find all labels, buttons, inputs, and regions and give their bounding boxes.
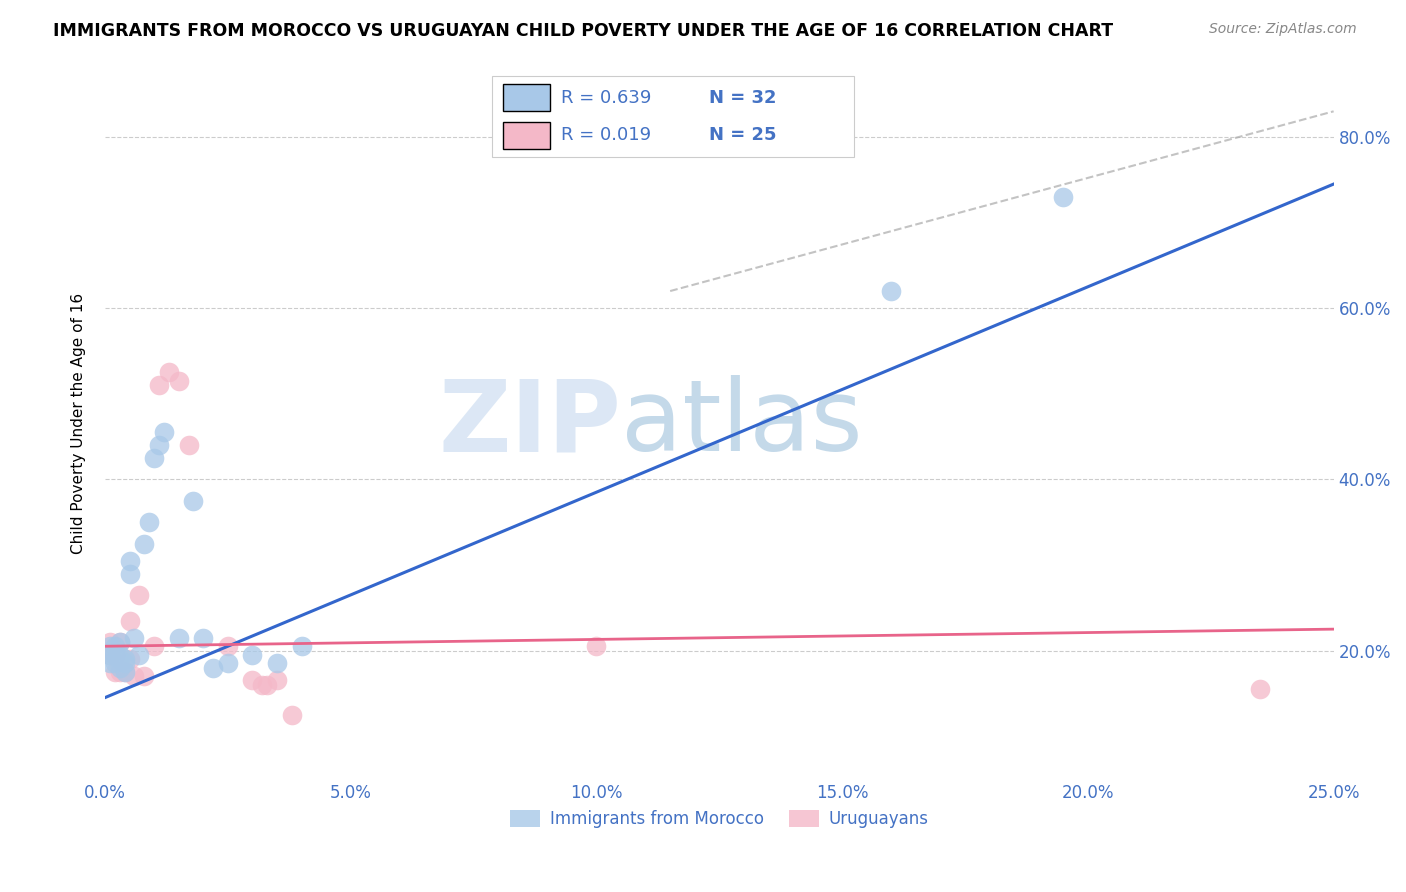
Point xyxy=(290,639,312,653)
Point xyxy=(143,450,166,465)
Point xyxy=(266,657,288,671)
Point xyxy=(104,665,127,679)
Point xyxy=(108,652,131,666)
Point xyxy=(143,639,166,653)
Point xyxy=(217,657,239,671)
Point xyxy=(118,614,141,628)
Point xyxy=(138,515,160,529)
Point xyxy=(148,378,170,392)
Point xyxy=(118,652,141,666)
Point xyxy=(153,425,176,440)
Point xyxy=(98,648,121,662)
Text: Source: ZipAtlas.com: Source: ZipAtlas.com xyxy=(1209,22,1357,37)
Point xyxy=(177,438,200,452)
Point xyxy=(266,673,288,688)
Point xyxy=(128,648,150,662)
Point xyxy=(108,660,131,674)
Text: atlas: atlas xyxy=(621,376,863,472)
Point xyxy=(134,669,156,683)
Point xyxy=(114,657,136,671)
Point xyxy=(104,639,127,653)
Point xyxy=(148,438,170,452)
Point xyxy=(1052,190,1074,204)
Point xyxy=(108,665,131,679)
Point xyxy=(114,665,136,679)
Point xyxy=(118,566,141,581)
Text: IMMIGRANTS FROM MOROCCO VS URUGUAYAN CHILD POVERTY UNDER THE AGE OF 16 CORRELATI: IMMIGRANTS FROM MOROCCO VS URUGUAYAN CHI… xyxy=(53,22,1114,40)
Point xyxy=(104,648,127,662)
Y-axis label: Child Poverty Under the Age of 16: Child Poverty Under the Age of 16 xyxy=(72,293,86,554)
Point xyxy=(202,660,225,674)
Point xyxy=(104,657,127,671)
Point xyxy=(98,635,121,649)
Point xyxy=(98,648,121,662)
Point xyxy=(108,635,131,649)
Point xyxy=(193,631,215,645)
Point xyxy=(104,648,127,662)
Point xyxy=(114,665,136,679)
Point xyxy=(124,631,146,645)
Point xyxy=(134,536,156,550)
Point xyxy=(1249,681,1271,696)
Point xyxy=(167,631,190,645)
Point xyxy=(114,652,136,666)
Point xyxy=(98,639,121,653)
Legend: Immigrants from Morocco, Uruguayans: Immigrants from Morocco, Uruguayans xyxy=(503,803,935,835)
Point xyxy=(157,365,180,379)
Point xyxy=(118,554,141,568)
Point xyxy=(167,374,190,388)
Point xyxy=(256,678,278,692)
Point xyxy=(217,639,239,653)
Point xyxy=(242,648,264,662)
Point xyxy=(98,657,121,671)
Point xyxy=(183,493,205,508)
Point xyxy=(880,284,903,298)
Point xyxy=(585,639,607,653)
Point xyxy=(128,588,150,602)
Point xyxy=(108,635,131,649)
Point xyxy=(242,673,264,688)
Point xyxy=(280,707,302,722)
Point xyxy=(252,678,274,692)
Point xyxy=(108,648,131,662)
Text: ZIP: ZIP xyxy=(439,376,621,472)
Point xyxy=(124,669,146,683)
